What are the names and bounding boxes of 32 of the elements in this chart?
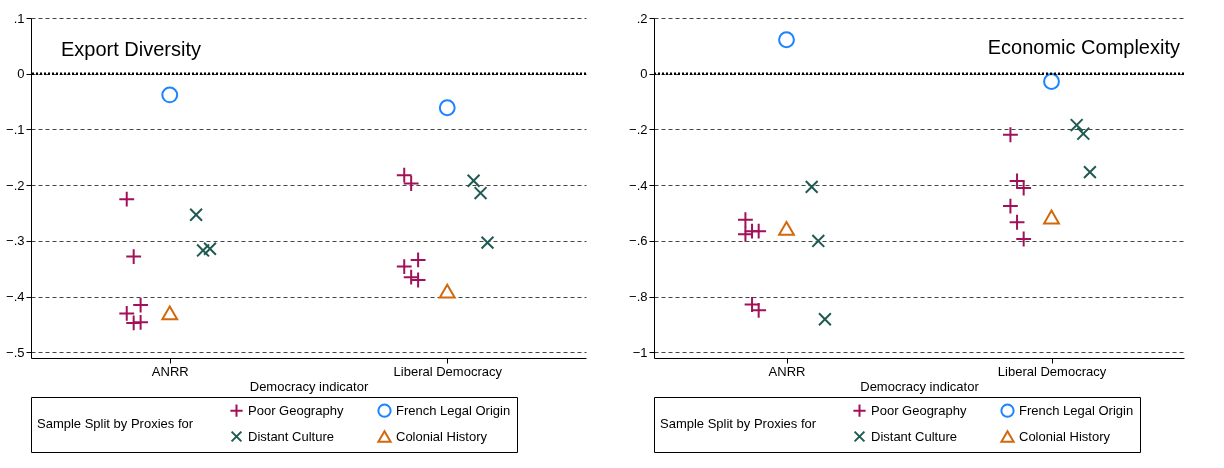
legend-title: Sample Split by Proxies for: [660, 416, 817, 431]
y-tick-label: −.2: [6, 177, 25, 193]
y-tick-label: −.2: [629, 121, 648, 137]
legend-label: Distant Culture: [871, 428, 957, 444]
y-tick-label: −.6: [629, 233, 648, 249]
legend-label: French Legal Origin: [396, 402, 511, 418]
y-tick-label: −.3: [6, 233, 25, 249]
legend-label: Colonial History: [396, 428, 488, 444]
legend-label: Poor Geography: [871, 402, 967, 418]
y-tick-label: 0: [640, 66, 648, 82]
y-tick-label: −.4: [6, 289, 25, 305]
x-tick-label: Liberal Democracy: [997, 363, 1107, 379]
y-tick-label: −.4: [629, 177, 648, 193]
y-tick-label: −.5: [6, 344, 25, 360]
y-tick-label: −.8: [629, 289, 648, 305]
legend-label: Distant Culture: [248, 428, 334, 444]
legend-title: Sample Split by Proxies for: [37, 416, 194, 431]
y-tick-label: −.1: [6, 121, 25, 137]
text: Export Diversity: [61, 38, 202, 60]
x-tick-label: Liberal Democracy: [393, 363, 503, 379]
text: Economic Complexity: [987, 36, 1180, 58]
legend-label: French Legal Origin: [1019, 402, 1134, 418]
y-tick-label: .1: [13, 10, 25, 26]
x-axis-title: Democracy indicator: [860, 378, 980, 394]
legend-label: Colonial History: [1019, 428, 1111, 444]
legend-label: Poor Geography: [248, 402, 344, 418]
x-tick-label: ANRR: [768, 363, 806, 379]
y-tick-label: −1: [632, 344, 648, 360]
y-tick-label: 0: [17, 66, 25, 82]
y-tick-label: .2: [636, 10, 648, 26]
x-tick-label: ANRR: [151, 363, 189, 379]
x-axis-title: Democracy indicator: [249, 378, 369, 394]
